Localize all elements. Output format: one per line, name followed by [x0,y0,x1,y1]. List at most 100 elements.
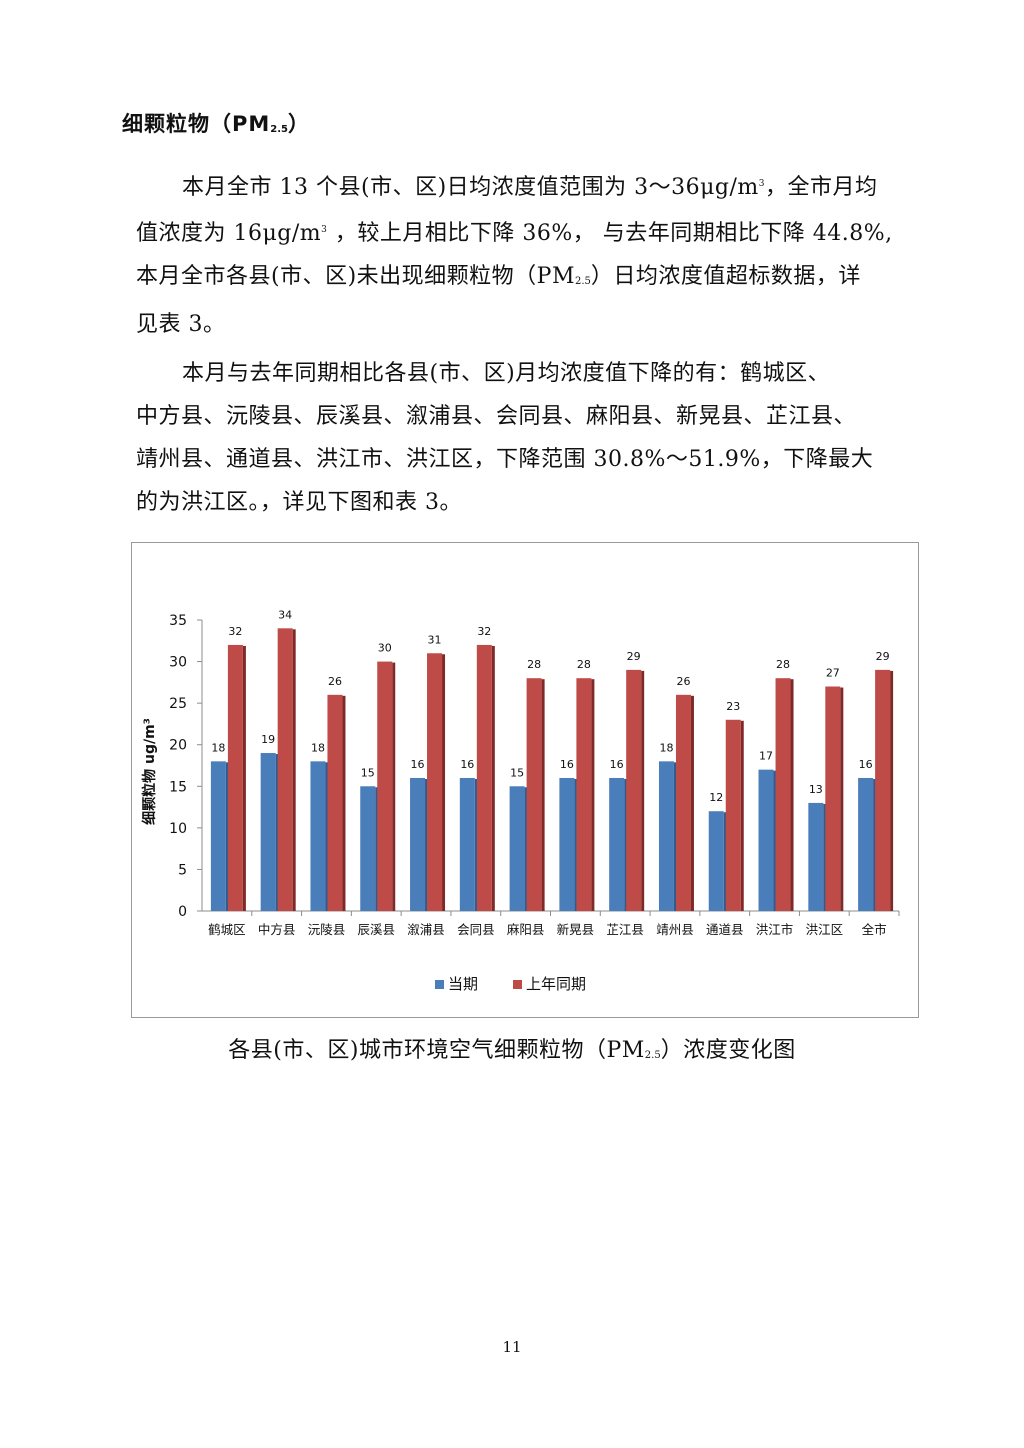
y-tick-label: 30 [169,655,187,671]
bar-side [474,778,478,911]
bar-current [609,777,625,911]
bar-current [260,753,276,911]
bar-side [641,670,645,911]
x-tick-label: 芷江县 [606,922,644,937]
data-label: 16 [610,758,624,771]
bar-side [823,803,827,911]
legend-swatch [513,980,522,989]
paragraph-line: 本月全市 13 个县(市、区)日均浓度值范围为 3～36μg/m3，全市月均 [182,175,878,200]
bar-side [491,645,495,911]
data-label: 32 [477,625,491,638]
bar-last-year [825,686,841,911]
data-label: 28 [527,658,541,671]
bar-current [658,761,674,911]
page-number: 11 [502,1338,522,1356]
x-tick-label: 中方县 [258,922,296,937]
bar-current [410,777,426,911]
data-label: 30 [378,642,392,655]
bar-last-year [327,694,343,911]
y-tick-label: 20 [169,738,187,754]
data-label: 29 [627,650,641,663]
bar-side [740,720,744,911]
bar-side [541,679,545,911]
bar-side [840,687,844,911]
bar-current [360,786,376,911]
y-tick-label: 25 [169,696,187,712]
y-tick-label: 0 [178,904,187,920]
data-label: 16 [859,758,873,771]
bar-side [342,695,346,911]
bar-last-year [875,669,891,911]
data-label: 26 [676,675,690,688]
y-tick-label: 15 [169,779,187,795]
bar-last-year [277,628,293,911]
data-label: 16 [560,758,574,771]
data-label: 32 [228,625,242,638]
data-label: 28 [776,658,790,671]
x-tick-label: 麻阳县 [507,922,545,937]
bar-current [559,777,575,911]
bar-side [673,762,677,911]
x-tick-label: 溆浦县 [407,922,445,937]
y-tick-label: 5 [178,862,187,878]
data-label: 12 [709,791,723,804]
data-label: 29 [876,650,890,663]
bar-side [873,778,877,911]
y-axis-label: 细颗粒物 ug/m³ [141,718,158,825]
data-label: 15 [361,766,375,779]
legend-swatch [435,980,444,989]
x-tick-label: 靖州县 [656,922,694,937]
paragraph-line: 本月全市各县(市、区)未出现细颗粒物（PM2.5）日均浓度值超标数据，详 [136,264,861,289]
legend-label: 上年同期 [526,975,586,993]
bar-side [723,812,727,911]
bar-last-year [526,678,542,911]
bar-side [442,654,446,911]
bar-last-year [377,661,393,911]
paragraph-line: 的为洪江区。，详见下图和表 3。 [136,490,462,515]
data-label: 26 [328,675,342,688]
data-label: 16 [460,758,474,771]
bar-last-year [775,678,791,911]
bar-last-year [576,678,592,911]
data-label: 28 [577,658,591,671]
bar-side [890,670,894,911]
bar-current [210,761,226,911]
legend-label: 当期 [448,975,478,993]
data-label: 18 [211,741,225,754]
data-label: 18 [311,741,325,754]
bar-side [524,787,528,911]
bar-side [624,778,628,911]
bar-side [225,762,229,911]
bar-side [773,770,777,911]
x-tick-label: 通道县 [706,922,744,937]
bar-last-year [675,694,691,911]
bar-side [425,778,429,911]
bar-side [242,645,246,911]
y-tick-label: 35 [169,613,187,629]
bar-current [509,786,525,911]
x-tick-label: 全市 [862,922,887,937]
bar-side [392,662,396,911]
paragraph-line: 靖州县、通道县、洪江市、洪江区，下降范围 30.8%～51.9%，下降最大 [136,447,874,472]
x-tick-label: 鹤城区 [208,922,246,937]
y-tick-label: 10 [169,821,187,837]
data-label: 15 [510,766,524,779]
bar-last-year [227,644,243,911]
x-tick-label: 会同县 [457,922,495,937]
paragraph-line: 本月与去年同期相比各县(市、区)月均浓度值下降的有：鹤城区、 [182,361,831,386]
x-tick-label: 沅陵县 [308,922,346,937]
bar-side [375,787,379,911]
paragraph-line: 中方县、沅陵县、辰溪县、溆浦县、会同县、麻阳县、新晃县、芷江县、 [136,404,857,429]
bar-current [758,769,774,911]
data-label: 18 [659,741,673,754]
data-label: 13 [809,783,823,796]
x-tick-label: 洪江市 [756,922,794,937]
data-label: 27 [826,667,840,680]
bar-side [574,778,578,911]
data-label: 19 [261,733,275,746]
figure-caption: 各县(市、区)城市环境空气细颗粒物（PM2.5）浓度变化图 [228,1038,796,1063]
bar-current [708,811,724,911]
paragraph-comparison: 本月与去年同期相比各县(市、区)月均浓度值下降的有：鹤城区、 中方县、沅陵县、辰… [136,352,926,524]
bar-current [858,777,874,911]
bar-side [275,754,279,911]
